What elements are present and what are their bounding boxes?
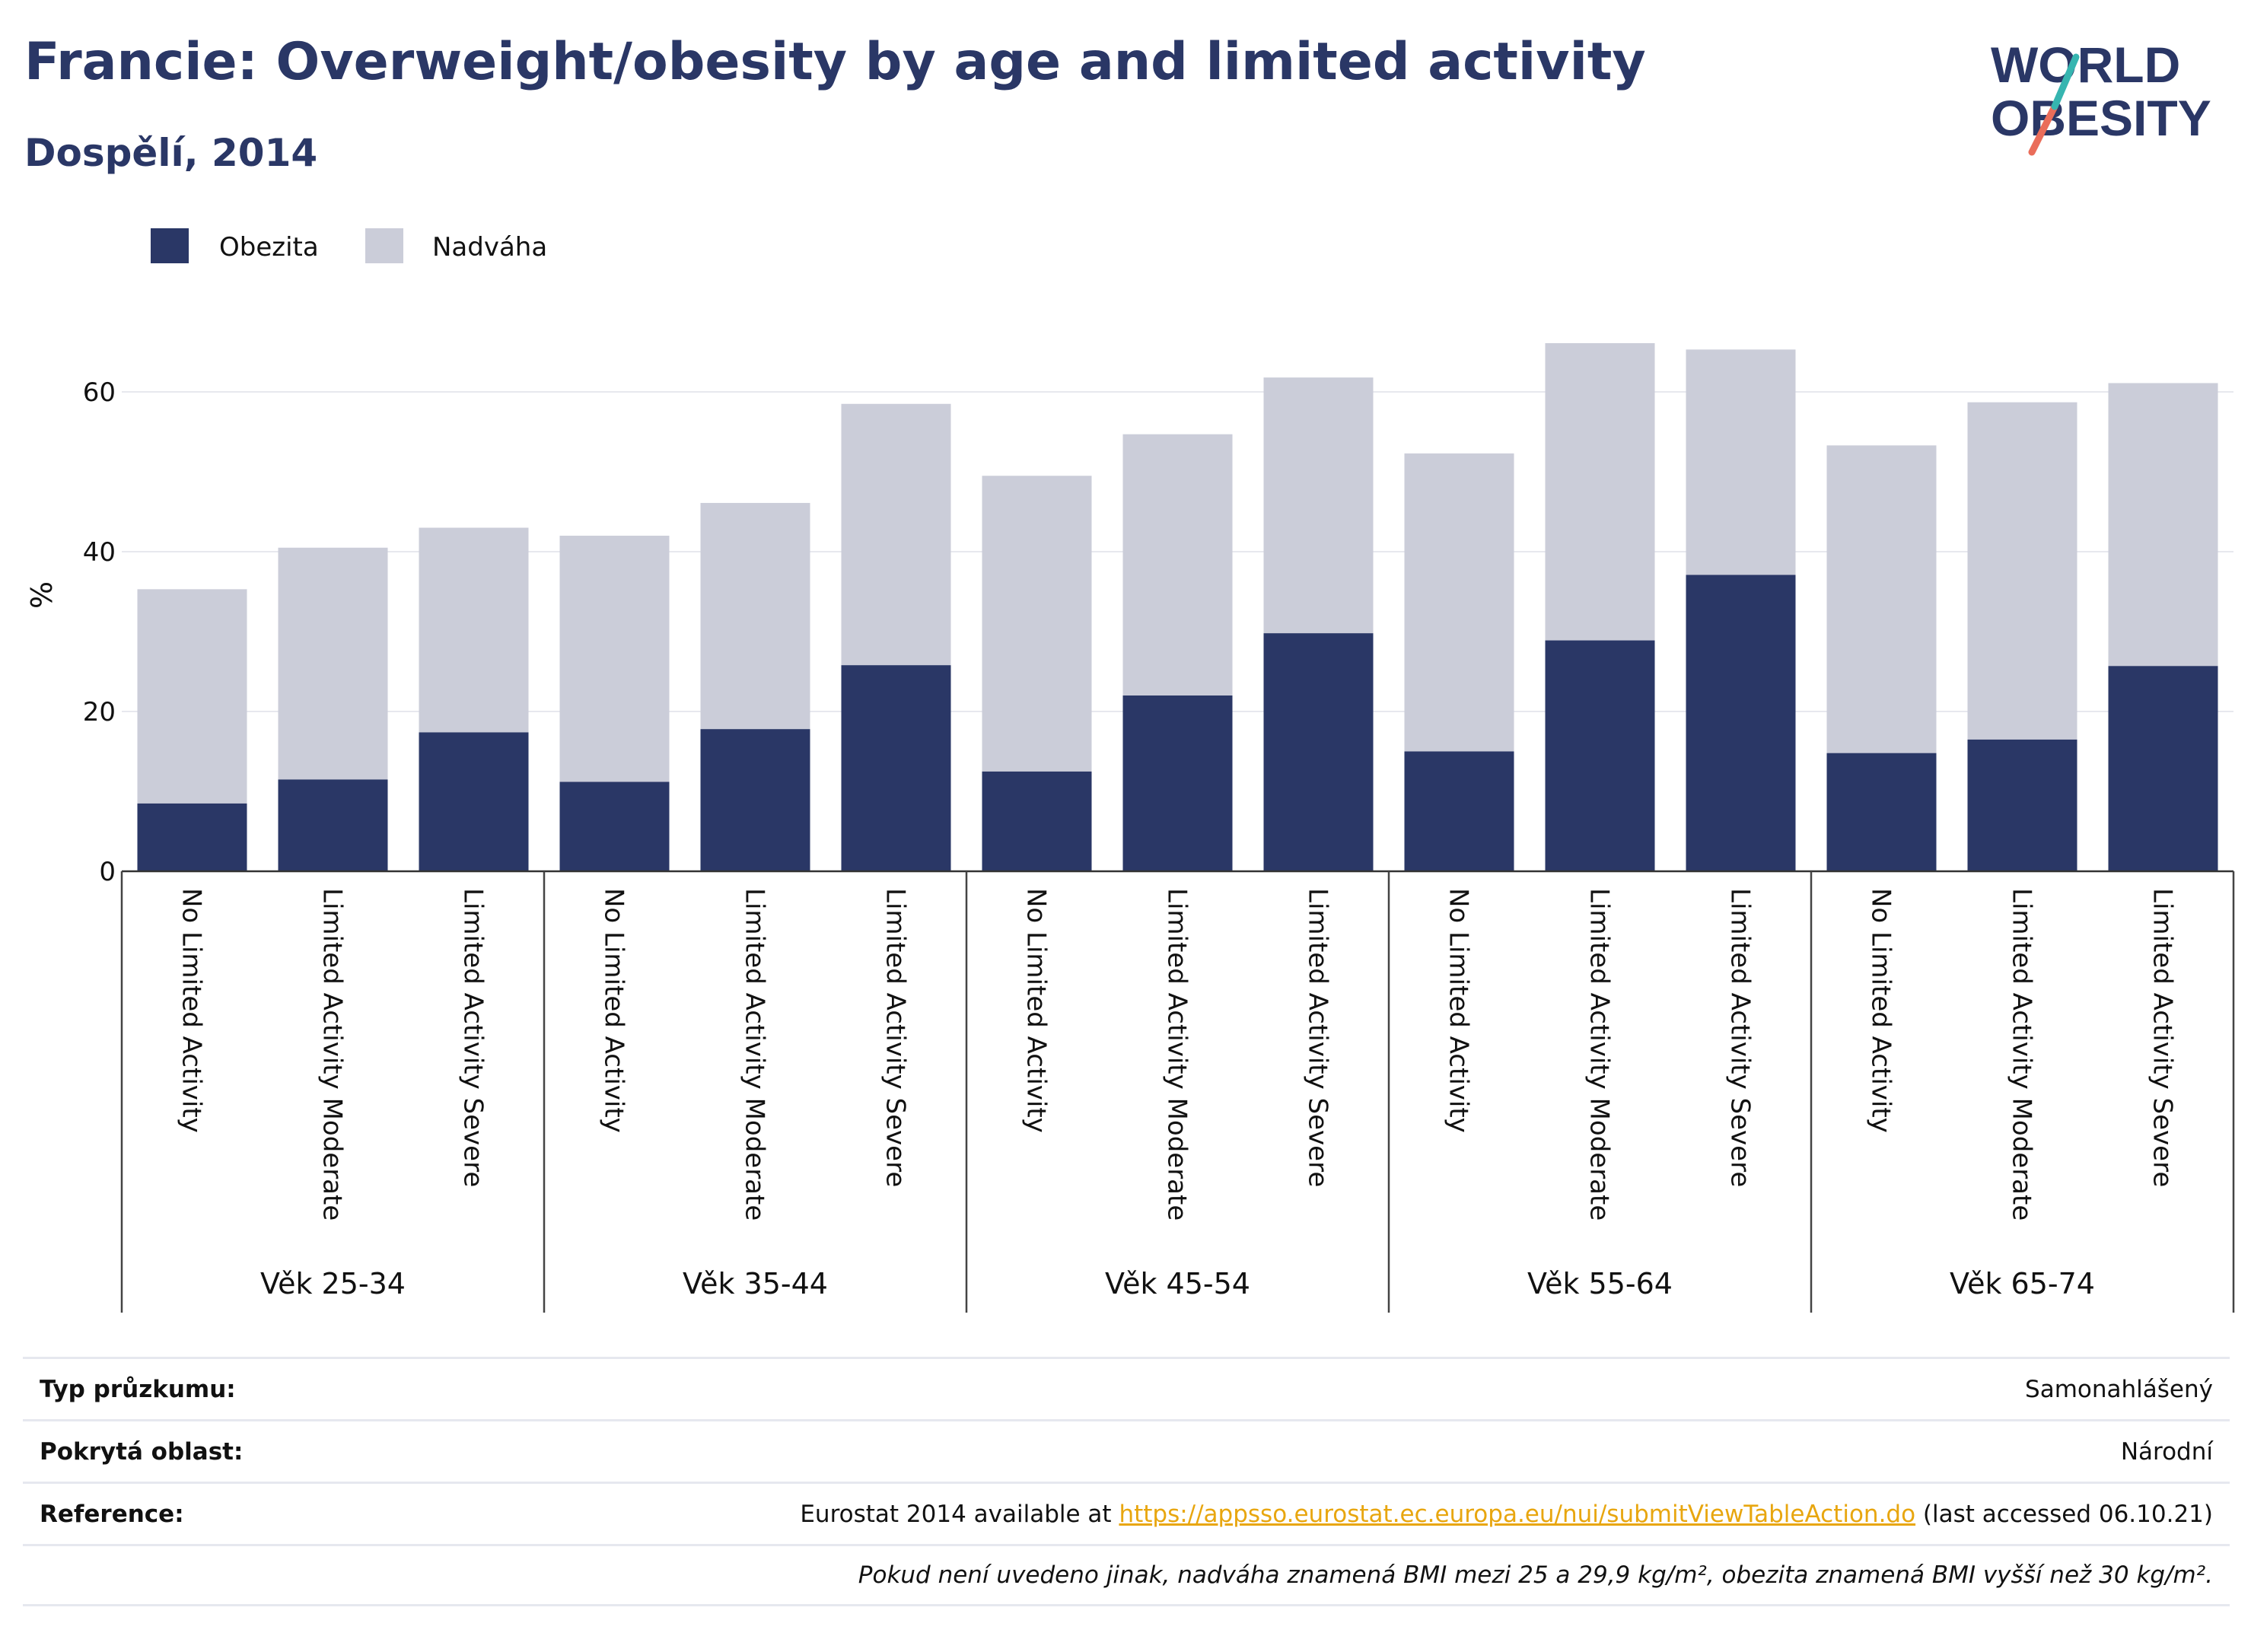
bar-nadvaha-5: [841, 403, 951, 666]
bar-obezita-12: [1826, 753, 1937, 871]
x-tick-label-6: No Limited Activity: [1021, 888, 1052, 1133]
logo-slash-lower: [2028, 103, 2058, 156]
reference-link[interactable]: https://appsso.eurostat.ec.europa.eu/nui…: [1119, 1500, 1916, 1528]
world-obesity-logo: WORLD OBESITY: [1991, 37, 2211, 156]
legend-swatch-obezita: [151, 228, 189, 263]
bar-obezita-8: [1263, 633, 1374, 871]
survey-type-label: Typ průzkumu:: [40, 1375, 236, 1403]
reference-value: Eurostat 2014 available at https://appss…: [800, 1501, 2213, 1528]
bar-nadvaha-11: [1686, 349, 1796, 575]
bar-obezita-7: [1122, 695, 1233, 871]
x-tick-label-0: No Limited Activity: [177, 888, 207, 1133]
bar-nadvaha-9: [1404, 453, 1514, 752]
bar-obezita-1: [278, 779, 388, 871]
x-tick-label-12: No Limited Activity: [1866, 888, 1896, 1133]
survey-type-row: Typ průzkumu: Samonahlášený: [23, 1357, 2230, 1419]
bar-obezita-4: [700, 729, 810, 871]
group-label-1: Věk 35-44: [683, 1267, 828, 1300]
y-tick-label-0: 0: [99, 857, 116, 887]
logo-line2: OBESITY: [1991, 90, 2211, 146]
bar-obezita-13: [1967, 739, 2077, 871]
x-tick-label-13: Limited Activity Moderate: [2007, 888, 2037, 1221]
x-tick-label-4: Limited Activity Moderate: [740, 888, 770, 1221]
bar-nadvaha-4: [700, 502, 810, 730]
bar-nadvaha-6: [982, 476, 1092, 772]
group-label-2: Věk 45-54: [1105, 1267, 1250, 1300]
legend-label-nadvaha: Nadváha: [432, 232, 547, 263]
x-tick-label-8: Limited Activity Severe: [1303, 888, 1333, 1187]
coverage-label: Pokrytá oblast:: [40, 1437, 244, 1466]
bar-obezita-9: [1404, 751, 1514, 871]
group-label-3: Věk 55-64: [1527, 1267, 1673, 1300]
x-tick-label-7: Limited Activity Moderate: [1162, 888, 1192, 1221]
info-table: Typ průzkumu: Samonahlášený Pokrytá obla…: [23, 1357, 2230, 1606]
bar-obezita-14: [2108, 666, 2218, 871]
coverage-row: Pokrytá oblast: Národní: [23, 1419, 2230, 1482]
bar-nadvaha-12: [1826, 445, 1937, 753]
x-tick-label-2: Limited Activity Severe: [458, 888, 489, 1187]
stacked-bar-chart: Obezita Nadváha 0 20 40 60% No Limited Activit…: [25, 228, 2235, 1313]
x-tick-label-11: Limited Activity Severe: [1725, 888, 1756, 1187]
chart-subtitle: Dospělí, 2014: [24, 131, 318, 175]
group-label-0: Věk 25-34: [260, 1267, 406, 1300]
chart-title: Francie: Overweight/obesity by age and l…: [24, 32, 1646, 92]
legend-label-obezita: Obezita: [219, 232, 319, 263]
bar-nadvaha-13: [1967, 402, 2077, 740]
bar-obezita-0: [137, 803, 247, 871]
bar-obezita-3: [559, 781, 670, 871]
reference-row: Reference: Eurostat 2014 available at ht…: [23, 1482, 2230, 1544]
bar-nadvaha-10: [1545, 342, 1655, 641]
x-tick-label-10: Limited Activity Moderate: [1584, 888, 1615, 1221]
logo-slash-upper: [2051, 53, 2080, 110]
y-tick-label-60: 60: [83, 377, 116, 408]
reference-prefix: Eurostat 2014 available at: [800, 1500, 1119, 1528]
x-tick-label-9: No Limited Activity: [1444, 888, 1474, 1133]
bar-nadvaha-1: [278, 547, 388, 780]
reference-suffix: (last accessed 06.10.21): [1915, 1500, 2213, 1528]
bar-nadvaha-2: [419, 527, 529, 733]
y-tick-label-40: 40: [83, 537, 116, 568]
survey-type-value: Samonahlášený: [2025, 1375, 2213, 1403]
bar-nadvaha-7: [1122, 434, 1233, 695]
x-tick-label-3: No Limited Activity: [599, 888, 629, 1133]
coverage-value: Národní: [2120, 1437, 2213, 1466]
bar-nadvaha-8: [1263, 377, 1374, 634]
note-row: Pokud není uvedeno jinak, nadváha znamen…: [23, 1544, 2230, 1606]
y-axis-label: %: [25, 581, 59, 609]
bar-obezita-6: [982, 771, 1092, 871]
reference-label: Reference:: [40, 1500, 184, 1528]
y-tick-label-20: 20: [83, 697, 116, 727]
bar-obezita-10: [1545, 640, 1655, 871]
x-tick-label-14: Limited Activity Severe: [2148, 888, 2178, 1187]
definition-note: Pokud není uvedeno jinak, nadváha znamen…: [858, 1561, 2213, 1589]
bar-obezita-5: [841, 665, 951, 871]
bar-nadvaha-14: [2108, 383, 2218, 667]
bar-nadvaha-0: [137, 589, 247, 804]
x-tick-label-1: Limited Activity Moderate: [317, 888, 348, 1221]
bar-obezita-2: [419, 732, 529, 871]
logo-line1: WORLD: [1991, 37, 2180, 93]
bar-obezita-11: [1686, 575, 1796, 871]
legend-swatch-nadvaha: [365, 228, 403, 263]
bar-nadvaha-3: [559, 536, 670, 782]
x-tick-label-5: Limited Activity Severe: [880, 888, 911, 1187]
group-label-4: Věk 65-74: [1950, 1267, 2095, 1300]
